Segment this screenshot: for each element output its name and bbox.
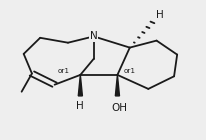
Text: H: H (156, 10, 164, 20)
Text: or1: or1 (58, 68, 70, 74)
Text: or1: or1 (124, 68, 136, 74)
Text: OH: OH (111, 103, 128, 113)
Polygon shape (78, 75, 82, 96)
Text: N: N (90, 31, 98, 41)
Text: H: H (76, 101, 84, 111)
Polygon shape (115, 75, 119, 96)
